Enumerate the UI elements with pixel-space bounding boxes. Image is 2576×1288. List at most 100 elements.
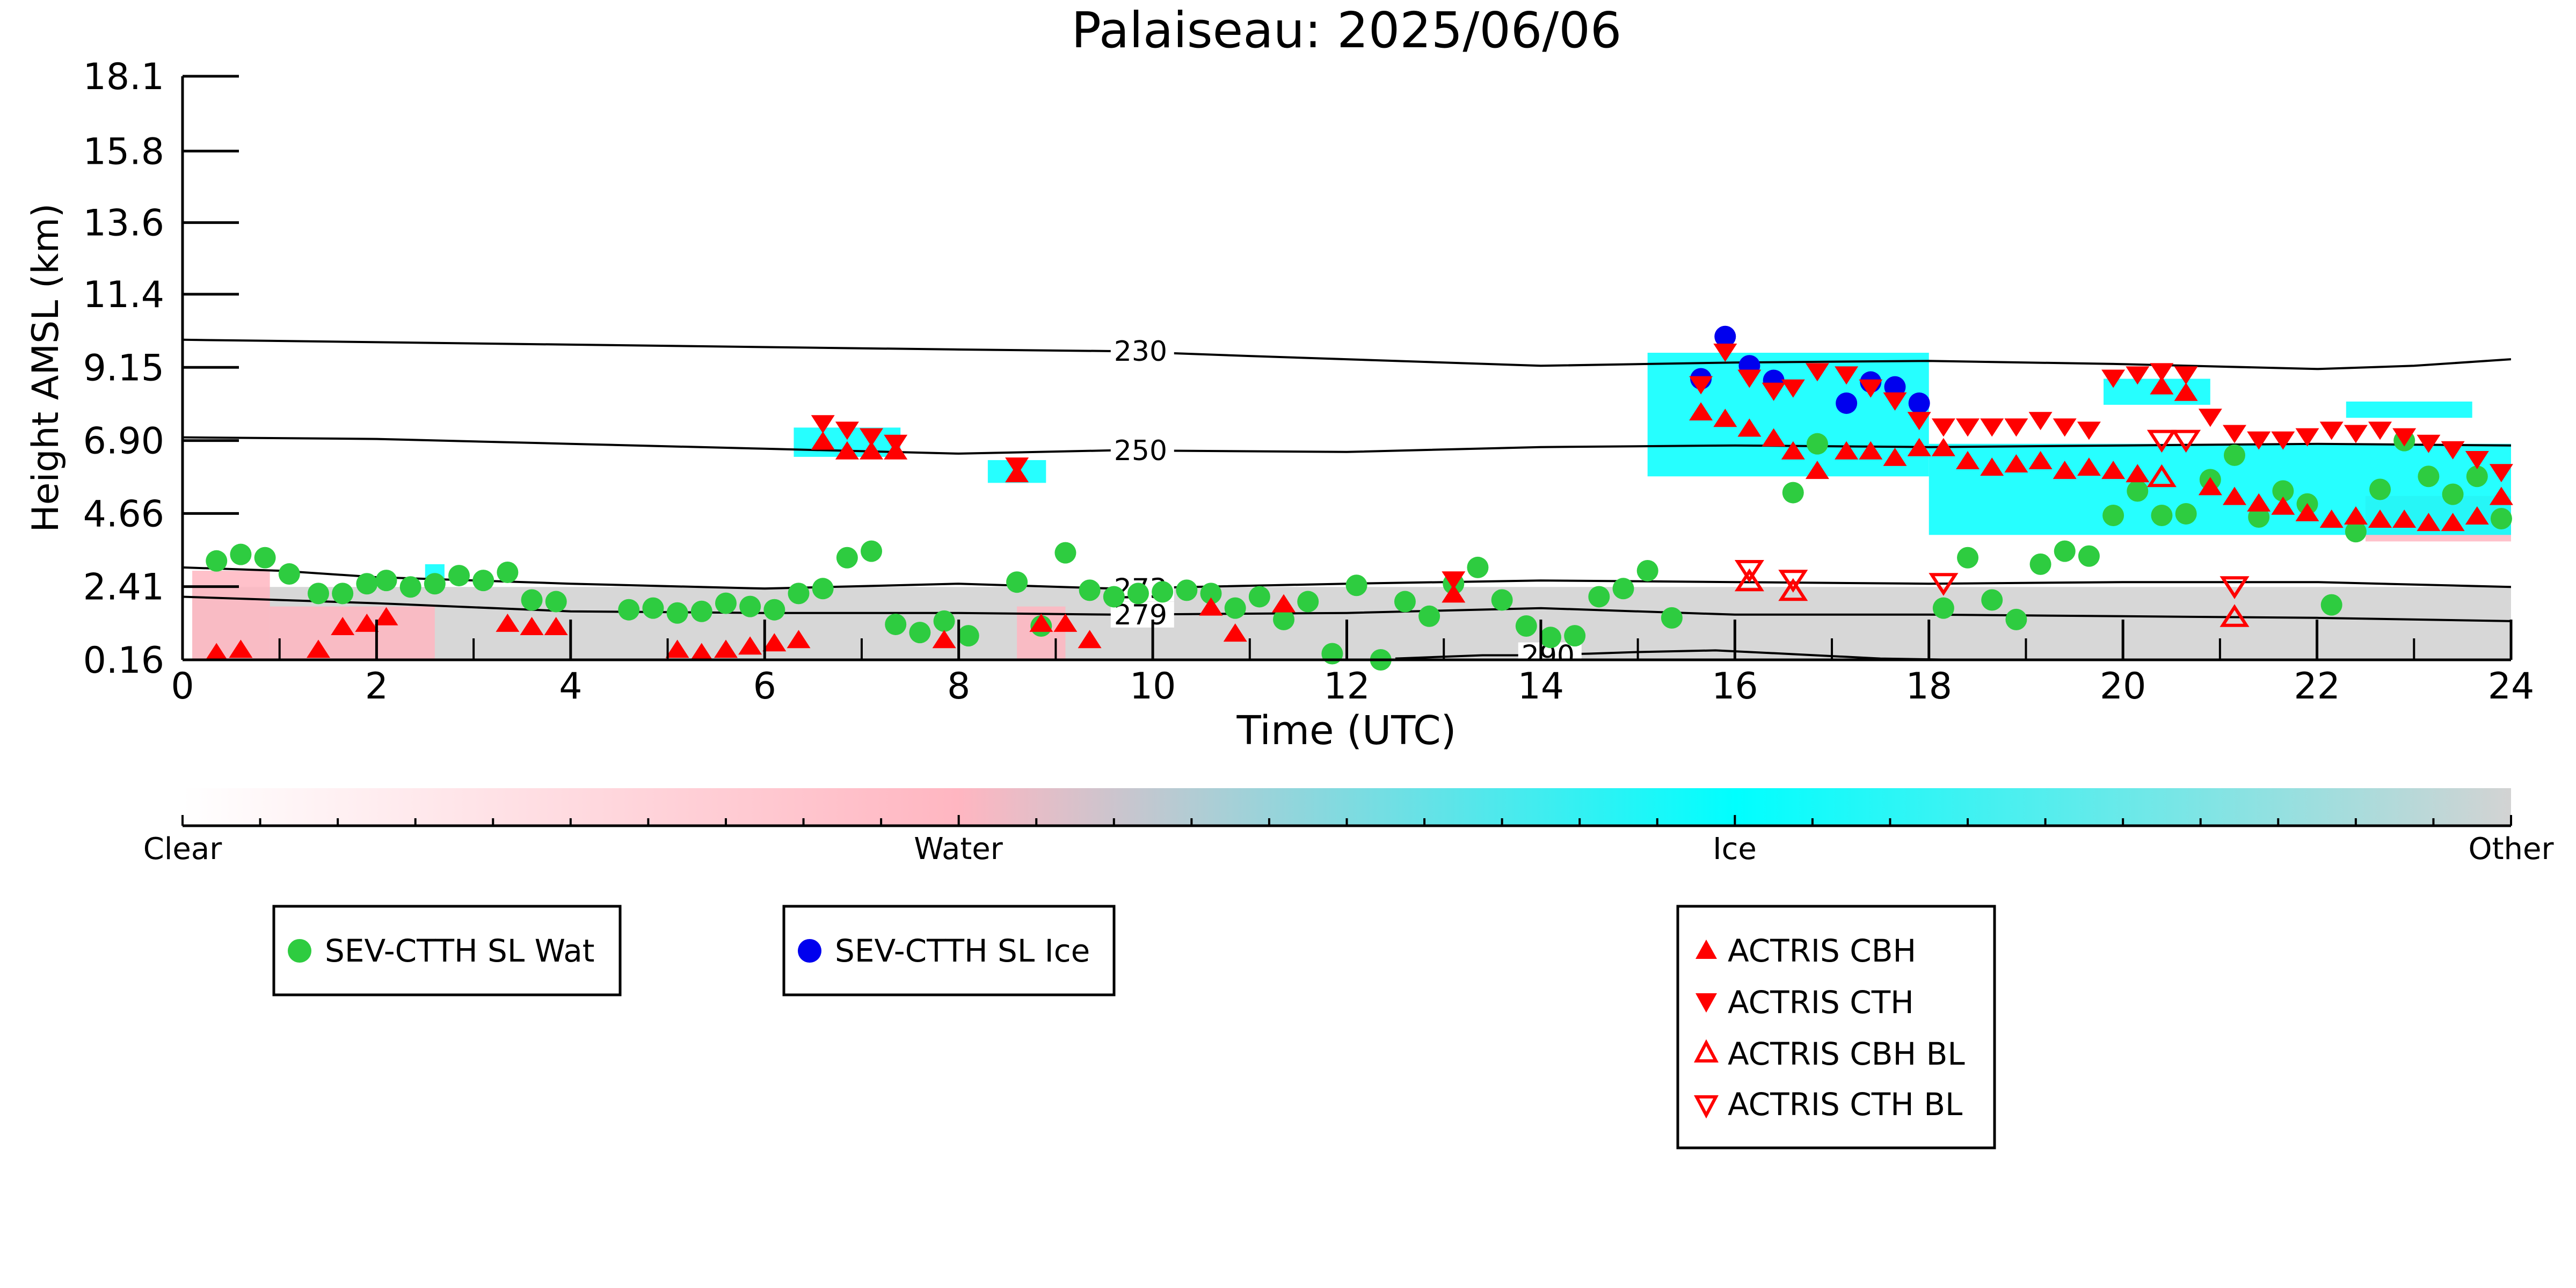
point-actris-cth [1907, 412, 1931, 431]
point-sev-ctth-sl-wat [545, 591, 567, 613]
point-actris-cth [811, 415, 835, 434]
point-actris-cth [1859, 379, 1883, 398]
point-actris-cth [2053, 418, 2077, 437]
point-actris-cbh [331, 617, 355, 635]
x-tick-label: 24 [2488, 665, 2535, 708]
point-sev-ctth-sl-wat [307, 583, 329, 605]
point-sev-ctth-sl-wat [1981, 589, 2003, 611]
colorbar: Clear Water Ice Other [143, 788, 2554, 867]
point-actris-cbh [787, 630, 811, 649]
point-actris-cbh [1762, 428, 1786, 447]
point-actris-cbh [355, 613, 379, 632]
point-sev-ctth-sl-wat [763, 599, 785, 621]
point-actris-cbh-bl [1778, 578, 1808, 601]
point-actris-cbh [205, 643, 229, 661]
point-sev-ctth-sl-ice [1714, 325, 1736, 347]
point-actris-cbh [1689, 402, 1713, 421]
colorbar-label-water: Water [914, 832, 1003, 867]
point-sev-ctth-sl-wat [715, 592, 737, 614]
point-actris-cbh [1199, 597, 1223, 616]
point-sev-ctth-sl-wat [230, 543, 252, 565]
point-actris-cth [2077, 421, 2101, 440]
cloud-height-markers [205, 325, 2513, 671]
point-actris-cbh [1907, 438, 1931, 456]
point-sev-ctth-sl-wat [885, 613, 907, 635]
point-actris-cth [1713, 344, 1737, 362]
x-tick-label: 8 [947, 665, 970, 708]
point-actris-cbh [2489, 486, 2513, 505]
point-actris-cth-bl [2220, 576, 2250, 599]
point-actris-cbh [2174, 382, 2198, 401]
point-actris-cbh [2126, 464, 2150, 483]
point-actris-cbh [1223, 623, 1247, 642]
legend-frame [782, 905, 1116, 996]
legend-marker-cth [1695, 993, 1717, 1013]
legend-label: SEV-CTTH SL Ice [835, 933, 1090, 969]
legend-label: SEV-CTTH SL Wat [325, 933, 595, 969]
point-actris-cbh [1931, 438, 1955, 456]
point-sev-ctth-sl-wat [1273, 608, 1295, 630]
point-actris-cbh [2344, 506, 2368, 525]
point-sev-ctth-sl-wat [1248, 586, 1270, 608]
point-sev-ctth-sl-wat [1418, 605, 1440, 627]
point-actris-cth [1762, 382, 1786, 401]
point-actris-cth [1883, 392, 1907, 411]
legend-frame [1676, 905, 1996, 1149]
point-sev-ctth-sl-ice [1884, 376, 1906, 398]
point-sev-ctth-sl-wat [1957, 547, 1979, 569]
point-actris-cbh [1713, 409, 1737, 427]
point-actris-cth-bl [2146, 430, 2177, 453]
point-actris-cbh [2223, 486, 2246, 505]
point-sev-ctth-sl-wat [812, 578, 834, 600]
point-actris-cbh [496, 613, 520, 632]
point-actris-cbh [2319, 510, 2344, 528]
point-sev-ctth-sl-wat [2442, 483, 2464, 505]
point-actris-cbh [307, 639, 330, 658]
point-actris-cbh [2417, 513, 2441, 532]
point-sev-ctth-sl-ice [1836, 392, 1858, 414]
point-actris-cbh [2101, 461, 2126, 479]
x-tick-label: 0 [171, 665, 194, 708]
point-sev-ctth-sl-wat [2248, 506, 2270, 528]
point-sev-ctth-sl-wat [739, 595, 761, 617]
point-actris-cbh [932, 630, 956, 649]
colorbar-label-other: Other [2468, 832, 2554, 867]
contour-label-250: 250 [1114, 435, 1167, 467]
point-sev-ctth-sl-ice [1908, 392, 1930, 414]
point-actris-cth [1805, 363, 1829, 382]
point-actris-cbh [665, 639, 689, 658]
point-actris-cbh [2028, 451, 2053, 469]
point-sev-ctth-sl-wat [1539, 627, 1561, 649]
point-actris-cbh [738, 636, 762, 655]
colorbar-label-clear: Clear [143, 832, 222, 867]
point-sev-ctth-sl-wat [836, 547, 858, 569]
point-actris-cth [2344, 425, 2368, 443]
point-sev-ctth-sl-wat [2054, 540, 2076, 562]
point-actris-cth [2028, 412, 2053, 431]
point-sev-ctth-sl-wat [1127, 583, 1149, 605]
y-tick-label: 0.16 [83, 639, 164, 682]
point-actris-cth [835, 421, 859, 440]
point-actris-cbh [1883, 447, 1907, 466]
point-sev-ctth-sl-wat [2272, 480, 2294, 502]
point-actris-cbh [2271, 496, 2295, 515]
point-sev-ctth-sl-wat [1394, 591, 1416, 613]
point-sev-ctth-sl-wat [472, 570, 494, 592]
point-actris-cth [1442, 571, 1466, 590]
point-actris-cth [1689, 376, 1713, 395]
point-sev-ctth-sl-wat [1612, 578, 1634, 600]
point-actris-cbh [2295, 503, 2319, 521]
point-actris-cbh [2004, 454, 2028, 472]
point-sev-ctth-sl-wat [521, 589, 543, 611]
point-actris-cbh-bl [2220, 604, 2250, 627]
y-axis-label: Height AMSL (km) [25, 203, 67, 533]
point-actris-cbh [2150, 376, 2174, 395]
point-sev-ctth-sl-wat [2490, 508, 2512, 530]
point-sev-ctth-sl-wat [1176, 579, 1198, 601]
point-actris-cbh [762, 633, 787, 652]
point-actris-cth [1980, 418, 2004, 437]
point-actris-cbh [2368, 510, 2392, 528]
point-actris-cbh [2392, 510, 2417, 528]
y-tick-label: 2.41 [83, 566, 164, 609]
